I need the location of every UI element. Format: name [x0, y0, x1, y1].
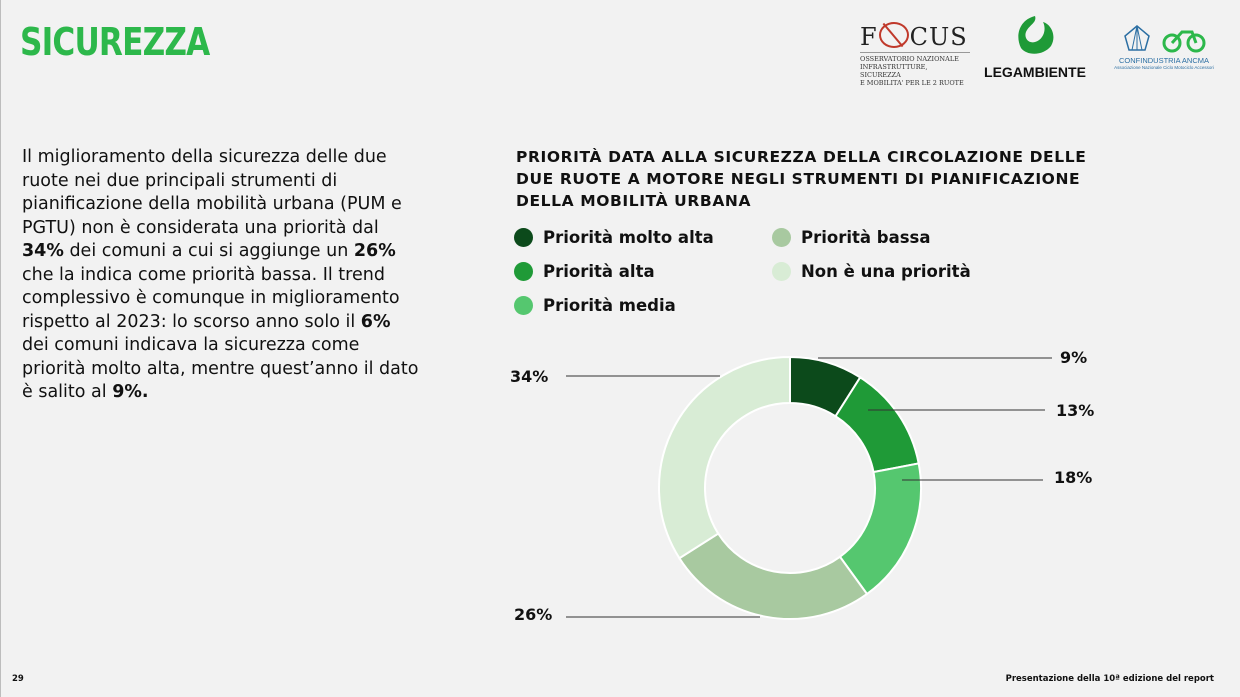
footer-report-title: Presentazione della 10ª edizione del rep… — [1005, 674, 1214, 684]
legend-item-media: Priorità media — [514, 296, 676, 315]
left-rule — [0, 0, 1, 697]
slice-non-priorita — [658, 355, 791, 560]
legend-label: Priorità alta — [543, 262, 655, 281]
legambiente-logo: LEGAMBIENTE — [982, 14, 1088, 80]
focus-subtitle: OSSERVATORIO NAZIONALE INFRASTRUTTURE, S… — [860, 52, 970, 87]
focus-subtitle-line: OSSERVATORIO NAZIONALE — [860, 55, 959, 63]
legend-swatch — [514, 228, 533, 247]
highlight-value: 9%. — [112, 382, 149, 402]
text-part: dei comuni indicava la sicurezza come pr… — [22, 335, 419, 402]
focus-wordmark: F CUS — [860, 22, 970, 50]
data-label-non-priorita: 34% — [510, 367, 549, 386]
confindustria-icons — [1114, 22, 1214, 54]
legend-item-bassa: Priorità bassa — [772, 228, 931, 247]
confindustria-logo: CONFINDUSTRIA ANCMA Associazione Naziona… — [1114, 22, 1214, 70]
legend-swatch — [514, 296, 533, 315]
focus-word-pre: F — [860, 23, 878, 51]
legend-swatch — [772, 228, 791, 247]
legend-label: Priorità bassa — [801, 228, 931, 247]
text-part: Il miglioramento della sicurezza delle d… — [22, 147, 402, 238]
motorcycle-icon — [1162, 30, 1206, 53]
legambiente-name: LEGAMBIENTE — [984, 64, 1086, 80]
legend-swatch — [772, 262, 791, 281]
highlight-value: 6% — [360, 311, 391, 332]
confindustria-name: CONFINDUSTRIA ANCMA — [1118, 56, 1209, 65]
focus-subtitle-line: E MOBILITA' PER LE 2 RUOTE — [860, 79, 964, 87]
description-text: Il miglioramento della sicurezza delle d… — [22, 146, 422, 405]
data-label-bassa: 26% — [514, 605, 553, 624]
text-part: dei comuni a cui si aggiunge un — [63, 241, 354, 261]
swan-leaf-icon — [1018, 16, 1054, 54]
data-label-molto-alta: 9% — [1060, 348, 1088, 367]
legend-item-molto-alta: Priorità molto alta — [514, 228, 714, 247]
page-number: 29 — [12, 674, 24, 684]
focus-o-mark-icon — [878, 22, 909, 48]
chart-title: PRIORITÀ DATA ALLA SICUREZZA DELLA CIRCO… — [516, 148, 1087, 210]
page-title: SICUREZZA — [20, 20, 210, 64]
legend-label: Non è una priorità — [801, 262, 971, 281]
highlight-value: 34% — [22, 241, 64, 261]
partner-logos: F CUS OSSERVATORIO NAZIONALE INFRASTRUTTU… — [856, 14, 1226, 87]
shell-icon — [1124, 25, 1150, 51]
data-label-media: 18% — [1054, 468, 1093, 487]
focus-logo: F CUS OSSERVATORIO NAZIONALE INFRASTRUTTU… — [860, 22, 970, 87]
data-label-alta: 13% — [1056, 401, 1095, 420]
confindustria-subtitle: Associazione Nazionale Ciclo Motociclo A… — [1114, 65, 1214, 70]
legend-label: Priorità media — [543, 296, 676, 315]
legend-label: Priorità molto alta — [543, 228, 714, 247]
slice-bassa — [678, 532, 869, 620]
highlight-value: 26% — [353, 241, 396, 261]
text-part: che la indica come priorità bassa. Il tr… — [22, 264, 400, 332]
focus-word-post: CUS — [909, 23, 968, 51]
focus-subtitle-line: INFRASTRUTTURE, SICUREZZA — [860, 63, 928, 79]
legend-swatch — [514, 262, 533, 281]
legend-item-non-priorita: Non è una priorità — [772, 262, 971, 281]
legend-item-alta: Priorità alta — [514, 262, 655, 281]
